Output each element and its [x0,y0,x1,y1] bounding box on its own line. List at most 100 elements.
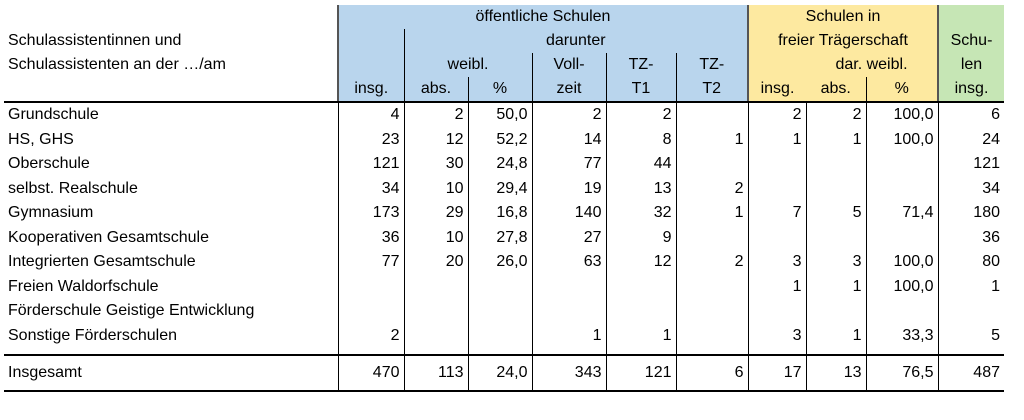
cell: 50,0 [467,102,532,128]
cell: 14 [531,127,606,152]
header-cell [337,29,404,53]
cell: 12 [403,127,468,152]
cell: 140 [531,201,606,226]
header-cell: Schulassistentinnen und [8,32,182,49]
header-cell [747,53,806,77]
cell: 36 [937,225,1004,250]
table-row: Grundschule 4 2 50,0 2 2 2 2 100,0 6 [4,102,1004,128]
cell [467,274,532,299]
cell: 44 [605,152,676,177]
cell: 24,0 [467,354,532,392]
cell: 23 [337,127,404,152]
cell: 2 [805,102,866,128]
cell: 343 [531,354,606,392]
cell: 100,0 [865,250,938,275]
spacer-cell [937,348,1004,355]
cell [805,176,866,201]
spacer [4,348,1004,355]
cell: 80 [937,250,1004,275]
cell: 24 [937,127,1004,152]
cell: 487 [937,354,1004,392]
column-header: insg. [337,77,404,103]
cell: 76,5 [865,354,938,392]
row-label: Grundschule [8,106,99,124]
cell: 33,3 [865,323,938,348]
row-label: Integrierten Gesamtschule [8,253,196,271]
cell [605,299,676,324]
cell: 2 [337,323,404,348]
cell: 2 [531,102,606,128]
table-row: Integrierten Gesamtschule 77 20 26,0 63 12 2 3 3… [4,250,1004,275]
cell [337,274,404,299]
cell: 100,0 [865,274,938,299]
data-table: öffentliche Schulen Schulen in Schulassi… [4,5,1004,392]
cell: 34 [937,176,1004,201]
cell: 121 [937,152,1004,177]
cell [675,299,748,324]
cell: 77 [531,152,606,177]
cell: 27 [531,225,606,250]
cell: 121 [337,152,404,177]
table-row: Oberschule 121 30 24,8 77 44 121 [4,152,1004,177]
cell: 7 [747,201,806,226]
header-cell [4,5,338,29]
cell: 36 [337,225,404,250]
cell [675,152,748,177]
cell [605,274,676,299]
cell [865,176,938,201]
cell: 2 [403,102,468,128]
table-row: selbst. Realschule 34 10 29,4 19 13 2 34 [4,176,1004,201]
cell: 6 [937,102,1004,128]
cell: 1 [531,323,606,348]
spacer-cell [531,348,606,355]
cell: 5 [937,323,1004,348]
cell: 3 [805,250,866,275]
cell: 63 [531,250,606,275]
table-row: Insgesamt 470 113 24,0 343 121 6 17 13 76,5 487 [4,354,1004,392]
cell: 100,0 [865,127,938,152]
row-label: Förderschule Geistige Entwicklung [8,302,255,320]
cell: 3 [747,323,806,348]
cell [805,152,866,177]
spacer-cell [4,348,338,355]
cell [865,225,938,250]
cell: 13 [805,354,866,392]
cell: 1 [805,127,866,152]
cell: 10 [403,225,468,250]
cell [531,299,606,324]
table-row: Sonstige Förderschulen 2 1 1 3 1 33,3 5 [4,323,1004,348]
cell: 1 [605,323,676,348]
cell [403,323,468,348]
cell: 24,8 [467,152,532,177]
column-header: zeit [531,77,606,103]
cell: 52,2 [467,127,532,152]
cell [865,152,938,177]
header-cell: Voll- [531,53,606,77]
cell [467,323,532,348]
spacer-cell [747,348,806,355]
cell: 19 [531,176,606,201]
spacer-cell [605,348,676,355]
cell: 77 [337,250,404,275]
cell: 4 [337,102,404,128]
cell [675,274,748,299]
cell [675,102,748,128]
header-cell: darunter [403,29,748,53]
cell: 1 [937,274,1004,299]
cell: 17 [747,354,806,392]
cell: 9 [605,225,676,250]
cell [937,299,1004,324]
header-cell: freier Trägerschaft [747,29,938,53]
column-header: % [865,77,938,103]
cell: 32 [605,201,676,226]
cell: 1 [805,274,866,299]
column-header: % [467,77,532,103]
cell: 29 [403,201,468,226]
row-label: HS, GHS [8,130,74,148]
column-header: abs. [806,77,866,103]
cell: 6 [675,354,748,392]
cell: 100,0 [865,102,938,128]
spacer-cell [865,348,938,355]
spacer-cell [675,348,748,355]
